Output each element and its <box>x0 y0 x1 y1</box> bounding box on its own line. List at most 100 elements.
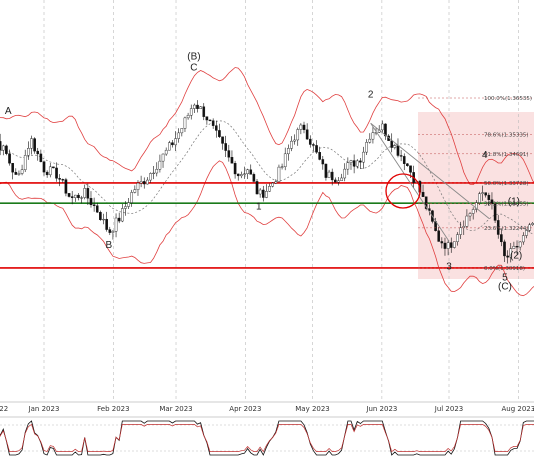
candle-body <box>193 104 196 109</box>
wave-trendline <box>370 122 490 219</box>
price-candles <box>0 100 534 264</box>
candle-body <box>490 199 494 204</box>
candle-body <box>474 202 478 210</box>
candle-body <box>11 162 14 173</box>
candle-body <box>77 194 80 199</box>
candle-body <box>142 181 146 185</box>
candle-body <box>227 150 231 158</box>
candle-body <box>30 138 33 149</box>
wave-trendlines <box>370 122 490 242</box>
candle-body <box>164 149 168 155</box>
x-tick-label: Feb 2023 <box>97 405 129 413</box>
candle-body <box>80 197 83 199</box>
upper-band <box>0 67 534 186</box>
candle-body <box>55 167 58 179</box>
candle-body <box>58 178 61 180</box>
candle-body <box>302 124 306 130</box>
candle-body <box>274 181 278 184</box>
candle-body <box>424 196 428 209</box>
candle-body <box>280 166 284 168</box>
candle-body <box>393 145 397 148</box>
candle-body <box>283 153 287 167</box>
candle-body <box>130 192 134 203</box>
x-tick-label: Aug-13 <box>533 405 534 413</box>
candle-body <box>158 160 162 170</box>
wave-label: 4 <box>482 150 488 161</box>
candle-body <box>296 129 300 141</box>
wave-label: A <box>5 106 12 117</box>
candle-body <box>512 246 516 249</box>
candle-body <box>108 229 112 233</box>
candle-body <box>365 142 368 153</box>
candle-body <box>261 189 265 198</box>
candle-body <box>121 208 124 222</box>
wave-label: (1) <box>508 197 520 208</box>
oscillator-panel <box>0 420 534 456</box>
candle-body <box>240 174 243 177</box>
candle-body <box>446 242 450 249</box>
candle-body <box>421 191 425 197</box>
candle-body <box>230 157 234 164</box>
candle-body <box>528 224 531 231</box>
candle-body <box>290 140 293 149</box>
candle-body <box>243 173 246 175</box>
candle-body <box>506 255 509 258</box>
candle-body <box>8 153 11 164</box>
bollinger-envelope <box>0 67 534 297</box>
candle-body <box>92 204 96 206</box>
fib-level-label: 50.0%(1.33728) <box>484 181 529 187</box>
x-tick-label: Aug 2023 <box>502 405 534 413</box>
candle-body <box>531 223 534 226</box>
fib-zone <box>418 112 534 279</box>
candle-body <box>396 145 400 156</box>
candle-body <box>252 174 256 182</box>
candle-body <box>14 171 18 175</box>
candle-body <box>236 173 240 177</box>
candle-body <box>390 140 394 148</box>
candle-body <box>83 188 87 198</box>
candle-body <box>48 166 52 176</box>
candle-body <box>359 160 362 163</box>
fib-level-label: 38.2%(1.33055) <box>484 201 529 207</box>
vertical-gridlines <box>43 0 519 402</box>
candle-body <box>271 182 274 187</box>
candle-body <box>521 235 525 243</box>
candle-body <box>371 132 375 140</box>
candle-body <box>287 148 290 155</box>
candle-body <box>52 166 55 169</box>
candle-body <box>337 180 340 183</box>
candle-body <box>327 171 331 178</box>
wave-label: C <box>190 62 197 73</box>
candle-body <box>468 213 472 217</box>
wave-label: (C) <box>498 282 512 293</box>
candle-body <box>471 209 475 214</box>
candle-body <box>221 136 224 144</box>
candle-body <box>127 202 130 207</box>
candle-body <box>381 123 384 131</box>
candle-body <box>39 153 43 162</box>
candle-body <box>268 186 271 192</box>
candle-body <box>340 177 343 181</box>
candle-body <box>218 130 221 137</box>
candle-body <box>318 152 321 160</box>
candle-body <box>23 155 27 170</box>
candle-body <box>308 138 312 145</box>
candle-body <box>481 192 484 194</box>
candle-body <box>265 191 268 198</box>
candle-body <box>86 188 90 199</box>
candle-body <box>312 144 315 146</box>
fib-level-label: 23.6%(1.32244) <box>484 226 529 232</box>
candle-body <box>315 145 318 153</box>
candle-body <box>324 163 328 178</box>
lower-band <box>0 160 534 297</box>
candle-body <box>67 193 71 197</box>
candle-body <box>484 192 487 196</box>
candle-body <box>20 169 24 174</box>
candle-body <box>149 173 152 181</box>
candle-body <box>355 160 359 167</box>
candle-body <box>349 160 353 163</box>
wave-label: (2) <box>510 251 522 262</box>
candle-body <box>384 123 387 137</box>
x-tick-label: Apr 2023 <box>229 405 261 413</box>
